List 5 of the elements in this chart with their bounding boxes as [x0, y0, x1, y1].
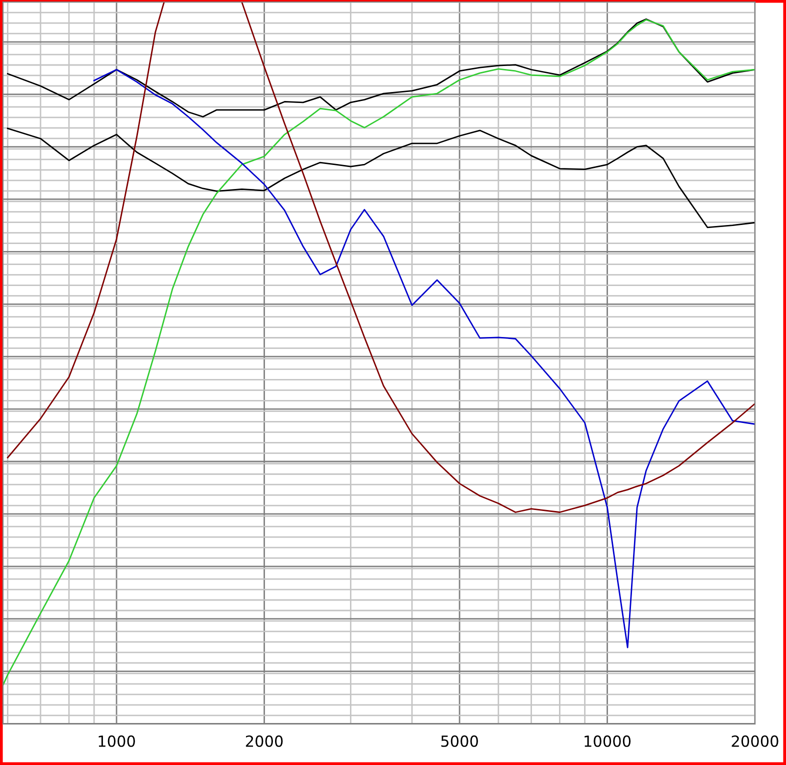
- x-tick-label: 10000: [584, 735, 631, 747]
- x-tick-label: 2000: [246, 735, 283, 747]
- x-tick-label: 5000: [441, 735, 478, 747]
- x-tick-label: 20000: [732, 735, 778, 747]
- x-tick-label: 1000: [98, 735, 135, 747]
